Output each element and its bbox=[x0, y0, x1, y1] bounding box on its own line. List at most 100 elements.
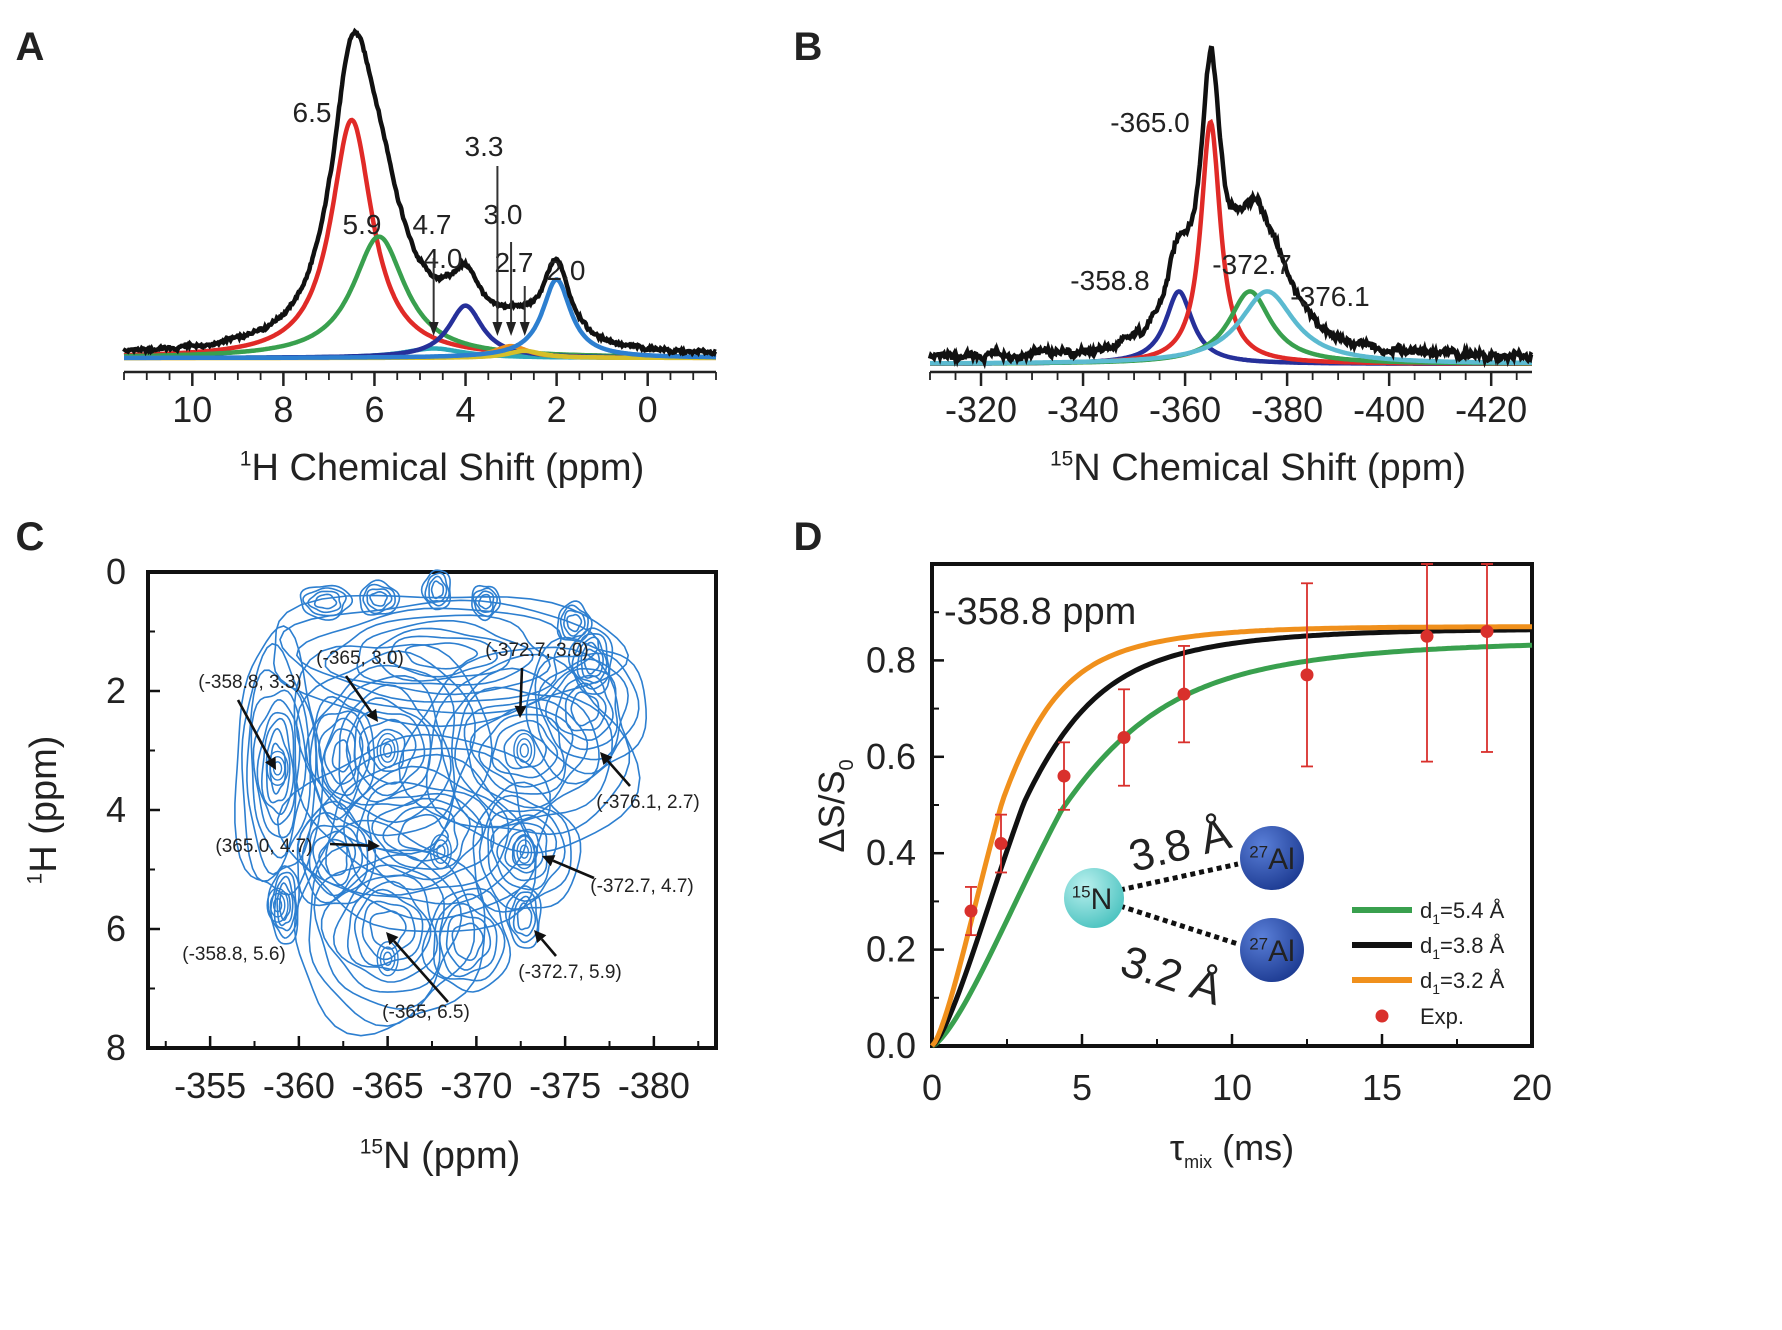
contour-peak-ring bbox=[516, 839, 533, 865]
contour-line bbox=[583, 648, 601, 675]
contour-line bbox=[332, 874, 439, 983]
nitrogen-atom bbox=[1064, 868, 1124, 928]
contour-line bbox=[371, 797, 471, 871]
contour-line bbox=[260, 717, 295, 816]
contour-line bbox=[503, 729, 547, 770]
legend: d1=5.4 Å d1=3.8 Å d1=3.2 Å Exp. bbox=[1352, 898, 1505, 1029]
cross-peak-label: (-372.7, 5.9) bbox=[518, 962, 622, 983]
y-tick-label: 0 bbox=[106, 551, 126, 592]
contour-line bbox=[278, 890, 292, 922]
exp-point bbox=[964, 904, 978, 918]
peak-label: -358.8 bbox=[1070, 265, 1149, 296]
contour-line bbox=[567, 627, 614, 695]
annotation-arrow bbox=[552, 859, 595, 880]
exp-point bbox=[1177, 687, 1191, 701]
x-tick-label: 5 bbox=[1072, 1067, 1092, 1108]
contour-line bbox=[430, 580, 445, 600]
contour-line bbox=[421, 887, 512, 993]
contour-peak-ring bbox=[382, 951, 393, 966]
y-tick-label: 0.0 bbox=[866, 1025, 916, 1066]
x-tick-label: -340 bbox=[1047, 389, 1119, 430]
x-axis-label: 15N Chemical Shift (ppm) bbox=[1050, 447, 1466, 489]
y-tick-label: 2 bbox=[106, 670, 126, 711]
x-tick-label: -320 bbox=[945, 389, 1017, 430]
cross-peak-label: (-358.8, 5.6) bbox=[182, 944, 286, 965]
contour-line bbox=[566, 613, 583, 633]
aluminum-atom-label: 27Al bbox=[1249, 843, 1295, 876]
contour-line bbox=[296, 800, 377, 907]
contour-line bbox=[564, 682, 607, 732]
contour-line bbox=[487, 809, 566, 903]
contour-peak-ring bbox=[379, 946, 396, 972]
annotation-arrow bbox=[606, 760, 631, 787]
exp-point bbox=[1057, 769, 1071, 783]
x-tick-label: 15 bbox=[1362, 1067, 1402, 1108]
contour-line bbox=[478, 794, 572, 910]
contour-line bbox=[580, 641, 604, 679]
x-axis-label: τmix (ms) bbox=[1170, 1127, 1294, 1172]
contour-line bbox=[490, 814, 558, 891]
y-tick-label: 0.4 bbox=[866, 832, 916, 873]
contour-line bbox=[295, 650, 476, 855]
contour-line bbox=[472, 587, 499, 618]
exp-point bbox=[994, 837, 1008, 851]
contour-line bbox=[404, 642, 479, 670]
contour-line bbox=[570, 691, 600, 727]
aluminum-atom bbox=[1240, 918, 1304, 982]
x-tick-label: 4 bbox=[456, 389, 476, 430]
contour-line bbox=[354, 888, 424, 967]
contour-line bbox=[252, 699, 301, 839]
y-tick-label: 0.8 bbox=[866, 639, 916, 680]
contour-peak-ring bbox=[436, 844, 446, 859]
contour-peak-ring bbox=[269, 892, 286, 918]
panel-c: -355 -360 -365 -370 -375 -380 0 2 4 6 8 15N (ppm) 1H… bbox=[23, 551, 718, 1177]
panel-a: 10 8 6 4 2 0 1H Chemical Shift (ppm) 6.5 5.9 4.74… bbox=[122, 27, 718, 489]
annotation-arrow-head bbox=[542, 855, 556, 867]
peak-label: 2.0 bbox=[547, 255, 586, 286]
contour-peak-ring bbox=[513, 834, 536, 870]
bond-dotted bbox=[1119, 861, 1239, 893]
contour-line bbox=[369, 590, 388, 607]
cross-peak-label: (-365, 3.0) bbox=[316, 648, 404, 669]
exp-point bbox=[1300, 668, 1314, 682]
contour-peak-ring bbox=[429, 834, 452, 870]
contour-peak-ring bbox=[272, 761, 283, 776]
contour-peak-ring bbox=[266, 750, 289, 786]
x-tick-label: 2 bbox=[547, 389, 567, 430]
x-tick-label: -355 bbox=[174, 1065, 246, 1106]
annotation-arrow-head bbox=[367, 839, 380, 852]
contour-peak-ring bbox=[376, 732, 399, 769]
panel-b: -320 -340 -360 -380 -400 -420 15N Chemical Shi… bbox=[927, 45, 1534, 489]
fit-curve bbox=[930, 627, 1532, 1048]
contour-line bbox=[267, 865, 300, 945]
sum-spectrum bbox=[927, 45, 1534, 370]
legend-label: Exp. bbox=[1420, 1004, 1464, 1029]
annotation-arrow-head bbox=[265, 756, 276, 770]
contour-peak-ring bbox=[516, 738, 533, 763]
contour-line bbox=[428, 575, 448, 602]
contour-line bbox=[508, 891, 539, 944]
contour-peak-ring bbox=[382, 743, 393, 758]
sum-spectrum bbox=[122, 27, 718, 358]
x-tick-label: -360 bbox=[263, 1065, 335, 1106]
cross-peak-label: (365.0, 4.7) bbox=[215, 836, 312, 857]
contour-line bbox=[504, 885, 542, 949]
contour-line bbox=[345, 697, 432, 803]
contour-peak-ring bbox=[272, 898, 283, 913]
nitrogen-atom-label: 15N bbox=[1072, 883, 1113, 916]
annotation-arrow bbox=[540, 938, 557, 957]
panel-label-b: B bbox=[794, 25, 823, 69]
contour-line bbox=[313, 853, 463, 1010]
distance-label: 3.2 Å bbox=[1115, 937, 1228, 1016]
contour-line bbox=[445, 914, 492, 971]
y-tick-label: 4 bbox=[106, 789, 126, 830]
contour-line bbox=[315, 710, 371, 810]
legend-label: d1=3.8 Å bbox=[1420, 933, 1505, 962]
contour-line bbox=[361, 900, 416, 961]
contour-line bbox=[451, 922, 484, 962]
molecule-inset: 15N 27Al 27Al 3.8 Å 3.2 Å bbox=[1064, 809, 1304, 1015]
x-tick-label: -370 bbox=[440, 1065, 512, 1106]
contour-line bbox=[424, 572, 450, 607]
arrow-head bbox=[492, 322, 503, 336]
